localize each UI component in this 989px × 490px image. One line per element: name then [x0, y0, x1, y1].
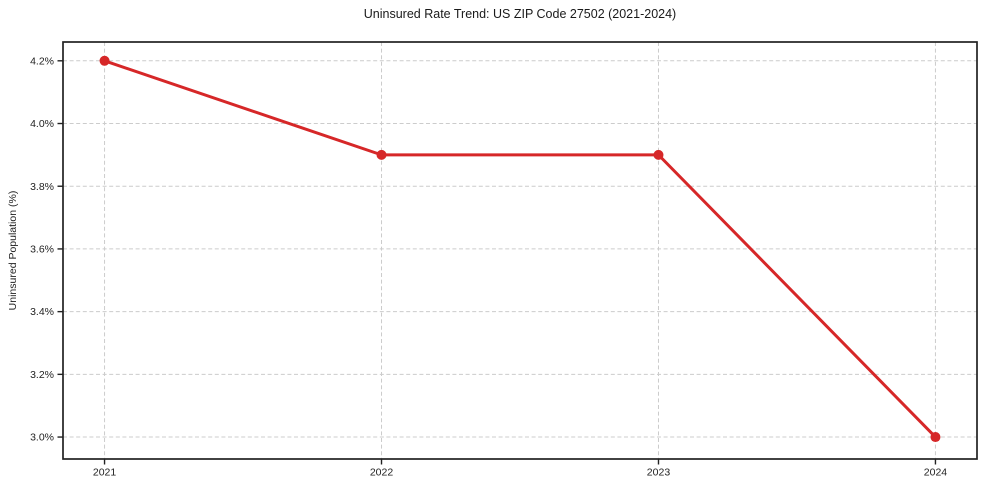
x-tick-label: 2024	[924, 467, 948, 479]
x-tick-label: 2023	[647, 467, 671, 479]
plot-border	[62, 41, 978, 460]
data-point	[99, 55, 110, 66]
data-point	[653, 149, 664, 160]
y-tick-label: 3.6%	[30, 244, 54, 256]
y-tick-label: 4.0%	[30, 118, 54, 130]
x-tick-label: 2021	[93, 467, 117, 479]
plot-background	[63, 42, 977, 459]
data-point	[930, 432, 941, 443]
x-tick-label: 2022	[370, 467, 394, 479]
y-tick-label: 3.0%	[30, 432, 54, 444]
data-point	[376, 149, 387, 160]
y-tick-label: 3.2%	[30, 369, 54, 381]
y-tick-label: 3.4%	[30, 306, 54, 318]
y-tick-label: 3.8%	[30, 181, 54, 193]
chart-title: Uninsured Rate Trend: US ZIP Code 27502 …	[363, 7, 677, 21]
trend-line	[103, 59, 937, 439]
y-tick-label: 4.2%	[30, 55, 54, 67]
